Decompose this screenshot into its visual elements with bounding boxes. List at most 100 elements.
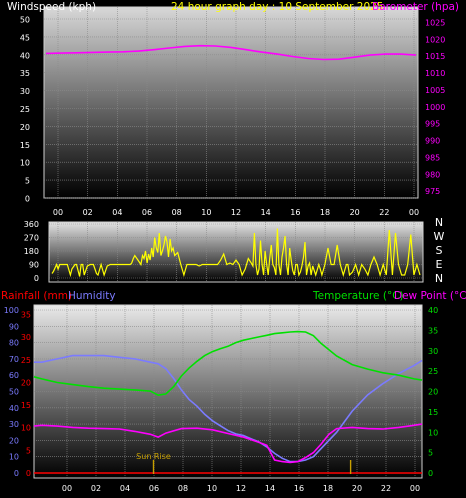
barometer-tick: 975	[425, 187, 440, 196]
temperature-tick: 0	[428, 469, 433, 478]
bottom-x-tick: 22	[381, 484, 391, 493]
compass-label: N	[435, 272, 443, 285]
bottom-panel-series	[33, 330, 423, 474]
windspeed-tick: 20	[20, 123, 30, 132]
temperature-tick: 5	[428, 449, 433, 458]
temperature-line	[33, 330, 423, 397]
dewpoint-line	[33, 423, 423, 464]
temperature-tick: 20	[428, 388, 438, 397]
bottom-x-tick: 12	[236, 484, 246, 493]
barometer-tick: 1000	[425, 103, 445, 112]
barometer-tick: 995	[425, 120, 440, 129]
compass-label: S	[436, 244, 443, 257]
compass-label: W	[434, 230, 445, 243]
bottom-x-tick: 02	[91, 484, 101, 493]
temperature-axis-ticks: 40 35 30 25 20 15 10 5 0	[428, 306, 438, 478]
barometer-tick: 985	[425, 153, 440, 162]
bottom-x-tick: 08	[178, 484, 188, 493]
sun-markers: Sun Rise	[136, 452, 352, 474]
humidity-tick: 70	[9, 355, 19, 364]
direction-tick: 180	[24, 247, 39, 256]
top-x-tick: 04	[112, 208, 122, 217]
bottom-x-tick: 20	[352, 484, 362, 493]
windspeed-label: Windspeed (kph)	[7, 1, 96, 13]
windspeed-tick: 45	[20, 33, 30, 42]
barometer-tick: 980	[425, 170, 440, 179]
dewpoint-label: Dew Point (°C)	[394, 290, 466, 302]
humidity-tick: 100	[4, 306, 19, 315]
humidity-tick: 0	[14, 469, 19, 478]
direction-tick: 90	[29, 261, 39, 270]
top-panel-gridlines	[44, 7, 418, 199]
barometer-tick: 1005	[425, 86, 445, 95]
windspeed-tick: 30	[20, 87, 30, 96]
top-x-tick: 12	[231, 208, 241, 217]
humidity-tick: 40	[9, 404, 19, 413]
humidity-tick: 90	[9, 322, 19, 331]
humidity-tick: 80	[9, 339, 19, 348]
windspeed-tick: 40	[20, 51, 30, 60]
windspeed-tick: 25	[20, 105, 30, 114]
humidity-tick: 50	[9, 388, 19, 397]
direction-tick: 0	[34, 274, 39, 283]
windspeed-tick: 15	[20, 141, 30, 150]
top-x-tick: 20	[350, 208, 360, 217]
wind-direction-line	[51, 228, 421, 278]
top-x-tick: 18	[320, 208, 330, 217]
rainfall-tick: 15	[21, 401, 31, 410]
windspeed-tick: 5	[25, 177, 30, 186]
temperature-label: Temperature (°C)	[312, 290, 404, 302]
humidity-line	[34, 354, 423, 463]
rainfall-tick: 5	[26, 446, 31, 455]
rainfall-tick: 20	[21, 378, 31, 387]
temperature-tick: 35	[428, 326, 438, 335]
direction-panel-series	[51, 228, 421, 278]
direction-tick: 270	[24, 234, 39, 243]
temperature-tick: 40	[428, 306, 438, 315]
barometer-line	[45, 44, 417, 61]
top-panel-plot-area	[43, 6, 419, 199]
humidity-tick: 20	[9, 436, 19, 445]
humidity-tick: 30	[9, 420, 19, 429]
windspeed-tick: 10	[20, 159, 30, 168]
rainfall-tick: 35	[21, 311, 31, 320]
humidity-tick: 60	[9, 371, 19, 380]
humidity-tick: 10	[9, 453, 19, 462]
barometer-tick: 1020	[425, 35, 445, 44]
temperature-tick: 15	[428, 408, 438, 417]
windspeed-tick: 0	[25, 195, 30, 204]
rainfall-tick: 10	[21, 424, 31, 433]
temperature-tick: 10	[428, 428, 438, 437]
bottom-x-tick: 06	[149, 484, 159, 493]
temperature-tick: 30	[428, 347, 438, 356]
bottom-x-tick: 00	[62, 484, 72, 493]
bottom-x-tick: 04	[120, 484, 130, 493]
temperature-tick: 25	[428, 367, 438, 376]
top-x-tick: 06	[142, 208, 152, 217]
top-x-tick: 16	[290, 208, 300, 217]
bottom-x-tick: 16	[294, 484, 304, 493]
bottom-x-tick: 14	[265, 484, 275, 493]
rainfall-tick: 30	[21, 333, 31, 342]
rainfall-tick: 0	[26, 469, 31, 478]
barometer-tick: 990	[425, 137, 440, 146]
top-x-tick: 14	[261, 208, 271, 217]
top-panel-series	[45, 44, 417, 61]
direction-axis-ticks: 360 270 180 90 0	[24, 220, 39, 283]
bottom-x-tick: 10	[207, 484, 217, 493]
compass-label: E	[436, 258, 443, 271]
barometer-axis-ticks: 1025 1020 1015 1010 1005 1000 995 990 985 980 975	[425, 18, 445, 196]
sun-rise-label: Sun Rise	[136, 452, 171, 461]
windspeed-tick: 35	[20, 69, 30, 78]
rainfall-axis-ticks: 35 30 25 20 15 10 5 0	[21, 311, 31, 478]
top-x-tick: 22	[379, 208, 389, 217]
bottom-x-tick: 00	[410, 484, 420, 493]
bottom-panel-x-ticks: 00 02 04 06 08 10 12 14 16 18 20 22 00	[62, 484, 420, 493]
top-x-tick: 02	[83, 208, 93, 217]
rainfall-label: Rainfall (mm)	[1, 290, 72, 302]
top-x-tick: 10	[201, 208, 211, 217]
